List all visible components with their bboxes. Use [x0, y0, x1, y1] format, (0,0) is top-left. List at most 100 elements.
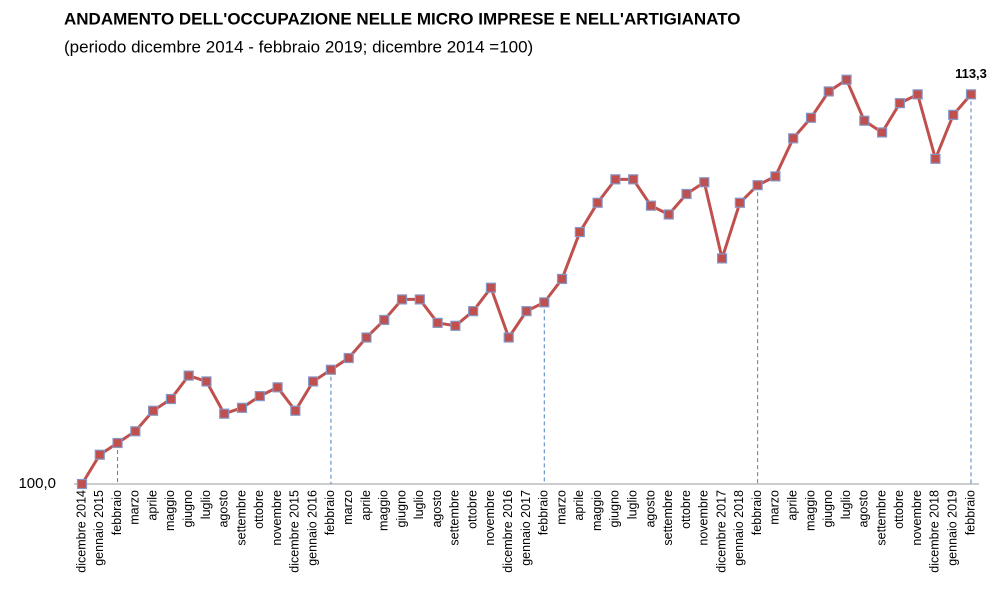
marker — [94, 449, 105, 460]
x-tick-label: gennaio 2018 — [732, 490, 746, 566]
marker — [325, 364, 337, 375]
marker — [592, 197, 603, 208]
marker — [841, 74, 852, 85]
marker — [290, 405, 301, 416]
marker — [521, 306, 532, 317]
y-tick-label: 100,0 — [18, 475, 56, 492]
x-tick-label: luglio — [839, 490, 853, 519]
x-tick-label: gennaio 2017 — [519, 490, 533, 566]
marker — [912, 89, 923, 100]
marker — [112, 437, 123, 449]
marker — [361, 332, 372, 343]
data-line — [80, 77, 973, 485]
x-tick-label: maggio — [163, 490, 177, 531]
chart-title: ANDAMENTO DELL'OCCUPAZIONE NELLE MICRO I… — [64, 9, 740, 28]
x-tick-label: ottobre — [465, 490, 479, 529]
marker — [414, 294, 425, 305]
marker — [308, 376, 319, 387]
marker — [645, 200, 657, 211]
x-tick-label: giugno — [394, 490, 408, 528]
marker — [236, 402, 248, 413]
x-tick-label: novembre — [270, 490, 284, 546]
marker — [201, 376, 212, 387]
marker — [539, 297, 550, 308]
x-tick-label: novembre — [697, 490, 711, 546]
marker — [628, 174, 639, 185]
x-tick-label: dicembre 2016 — [501, 490, 515, 573]
marker — [823, 86, 834, 97]
marker — [165, 393, 176, 405]
marker — [752, 180, 763, 191]
value-label: 113,3 — [955, 66, 987, 81]
x-tick-label: settembre — [874, 490, 888, 546]
marker — [610, 174, 621, 185]
marker — [859, 115, 870, 126]
x-tick-label: giugno — [608, 490, 622, 528]
marker — [343, 352, 354, 364]
x-tick-label: dicembre 2017 — [714, 490, 728, 573]
x-tick-label: luglio — [625, 490, 639, 519]
x-tick-label: aprile — [359, 490, 373, 521]
marker — [770, 171, 781, 182]
x-tick-label: aprile — [145, 490, 159, 521]
marker — [965, 89, 977, 100]
x-tick-label: marzo — [341, 490, 355, 525]
marker — [894, 98, 905, 109]
marker — [876, 127, 888, 138]
x-tick-label: aprile — [785, 490, 799, 521]
x-tick-label: ottobre — [252, 490, 266, 529]
x-tick-label: febbraio — [323, 490, 337, 535]
marker — [76, 478, 88, 490]
marker — [930, 153, 941, 164]
marker — [219, 408, 230, 419]
x-tick-label: febbraio — [963, 490, 977, 535]
x-tick-label: marzo — [768, 490, 782, 525]
marker — [468, 306, 479, 317]
x-tick-label: ottobre — [679, 490, 693, 529]
x-tick-label: gennaio 2016 — [305, 490, 319, 566]
marker — [681, 188, 692, 200]
marker — [574, 226, 585, 238]
x-tick-label: novembre — [910, 490, 924, 546]
marker — [254, 391, 265, 402]
x-tick-label: dicembre 2015 — [288, 490, 302, 573]
x-tick-label: febbraio — [110, 490, 124, 535]
marker — [379, 314, 390, 326]
x-tick-label: novembre — [483, 490, 497, 546]
x-tick-label: maggio — [590, 490, 604, 531]
marker — [130, 426, 141, 437]
x-tick-label: agosto — [643, 490, 657, 528]
marker — [805, 112, 817, 123]
x-tick-label: maggio — [377, 490, 391, 531]
marker — [699, 177, 710, 188]
x-tick-label: maggio — [803, 490, 817, 531]
x-tick-label: settembre — [234, 490, 248, 546]
x-tick-label: settembre — [661, 490, 675, 546]
marker — [788, 133, 799, 144]
x-tick-label: aprile — [572, 490, 586, 521]
x-tick-label: luglio — [199, 490, 213, 519]
marker — [432, 317, 443, 328]
x-tick-label: dicembre 2018 — [928, 490, 942, 573]
x-tick-label: gennaio 2019 — [946, 490, 960, 566]
marker — [272, 382, 283, 393]
marker — [183, 370, 194, 381]
x-tick-label: marzo — [128, 490, 142, 525]
x-tick-label: agosto — [430, 490, 444, 528]
x-tick-label: ottobre — [892, 490, 906, 529]
marker — [450, 320, 461, 331]
x-tick-label: gennaio 2015 — [92, 490, 106, 566]
marker — [503, 332, 514, 343]
x-tick-label: febbraio — [750, 490, 764, 535]
marker — [556, 273, 568, 285]
x-tick-label: giugno — [181, 490, 195, 528]
marker — [396, 294, 408, 305]
marker — [716, 253, 728, 264]
x-tick-label: luglio — [412, 490, 426, 519]
x-tick-label: giugno — [821, 490, 835, 528]
x-tick-label: febbraio — [537, 490, 551, 535]
x-tick-label: agosto — [857, 490, 871, 528]
marker — [485, 282, 497, 293]
chart-subtitle: (periodo dicembre 2014 - febbraio 2019; … — [64, 37, 533, 56]
